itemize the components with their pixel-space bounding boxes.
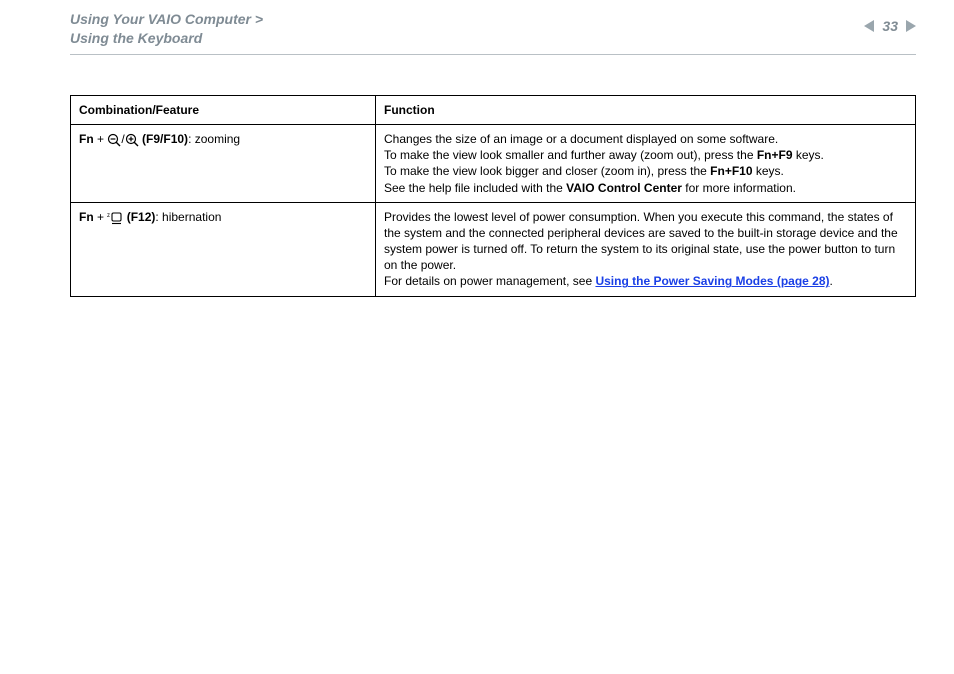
- hibernate-icon: z: [107, 211, 123, 225]
- fn-f10: Fn+F10: [710, 164, 752, 178]
- th-function: Function: [376, 95, 916, 124]
- header-rule: [70, 54, 916, 55]
- zoom-in-icon: [125, 133, 139, 147]
- cell-combo-zoom: Fn + / (F9/F10): zooming: [71, 124, 376, 202]
- fn-key: Fn: [79, 132, 94, 146]
- table-row: Fn + / (F9/F10): zooming Changes the siz…: [71, 124, 916, 202]
- func-line: keys.: [793, 148, 824, 162]
- func-line: To make the view look bigger and closer …: [384, 164, 710, 178]
- breadcrumb-line1[interactable]: Using Your VAIO Computer >: [70, 11, 263, 27]
- vaio-control-center: VAIO Control Center: [566, 181, 682, 195]
- fn-f9: Fn+F9: [757, 148, 793, 162]
- next-page-icon[interactable]: [906, 20, 916, 32]
- page-number: 33: [882, 18, 898, 34]
- svg-text:z: z: [107, 213, 110, 219]
- prev-page-icon[interactable]: [864, 20, 874, 32]
- th-combination: Combination/Feature: [71, 95, 376, 124]
- keys-text: (F12): [127, 210, 156, 224]
- breadcrumb-line2[interactable]: Using the Keyboard: [70, 30, 202, 46]
- func-line: To make the view look smaller and furthe…: [384, 148, 757, 162]
- func-line: For details on power management, see: [384, 274, 595, 288]
- func-line: Changes the size of an image or a docume…: [384, 132, 778, 146]
- func-line: See the help file included with the: [384, 181, 566, 195]
- table-row: Fn + z (F12): hibernation Provides the l…: [71, 202, 916, 296]
- cell-func-hibernate: Provides the lowest level of power consu…: [376, 202, 916, 296]
- cell-combo-hibernate: Fn + z (F12): hibernation: [71, 202, 376, 296]
- func-line: for more information.: [682, 181, 796, 195]
- label-text: : zooming: [188, 132, 240, 146]
- page: Using Your VAIO Computer > Using the Key…: [0, 0, 954, 674]
- table-header-row: Combination/Feature Function: [71, 95, 916, 124]
- func-line: Provides the lowest level of power consu…: [384, 210, 898, 273]
- breadcrumb: Using Your VAIO Computer > Using the Key…: [70, 10, 263, 48]
- func-line: .: [830, 274, 833, 288]
- feature-table: Combination/Feature Function Fn + / (F9/…: [70, 95, 916, 297]
- label-text: : hibernation: [155, 210, 221, 224]
- header: Using Your VAIO Computer > Using the Key…: [0, 0, 954, 48]
- func-line: keys.: [753, 164, 784, 178]
- keys-text: (F9/F10): [142, 132, 188, 146]
- fn-key: Fn: [79, 210, 94, 224]
- power-saving-link[interactable]: Using the Power Saving Modes (page 28): [595, 274, 829, 288]
- cell-func-zoom: Changes the size of an image or a docume…: [376, 124, 916, 202]
- plus-text: +: [94, 210, 108, 224]
- pager: 33: [864, 10, 916, 34]
- plus-text: +: [94, 132, 108, 146]
- zoom-out-icon: [107, 133, 121, 147]
